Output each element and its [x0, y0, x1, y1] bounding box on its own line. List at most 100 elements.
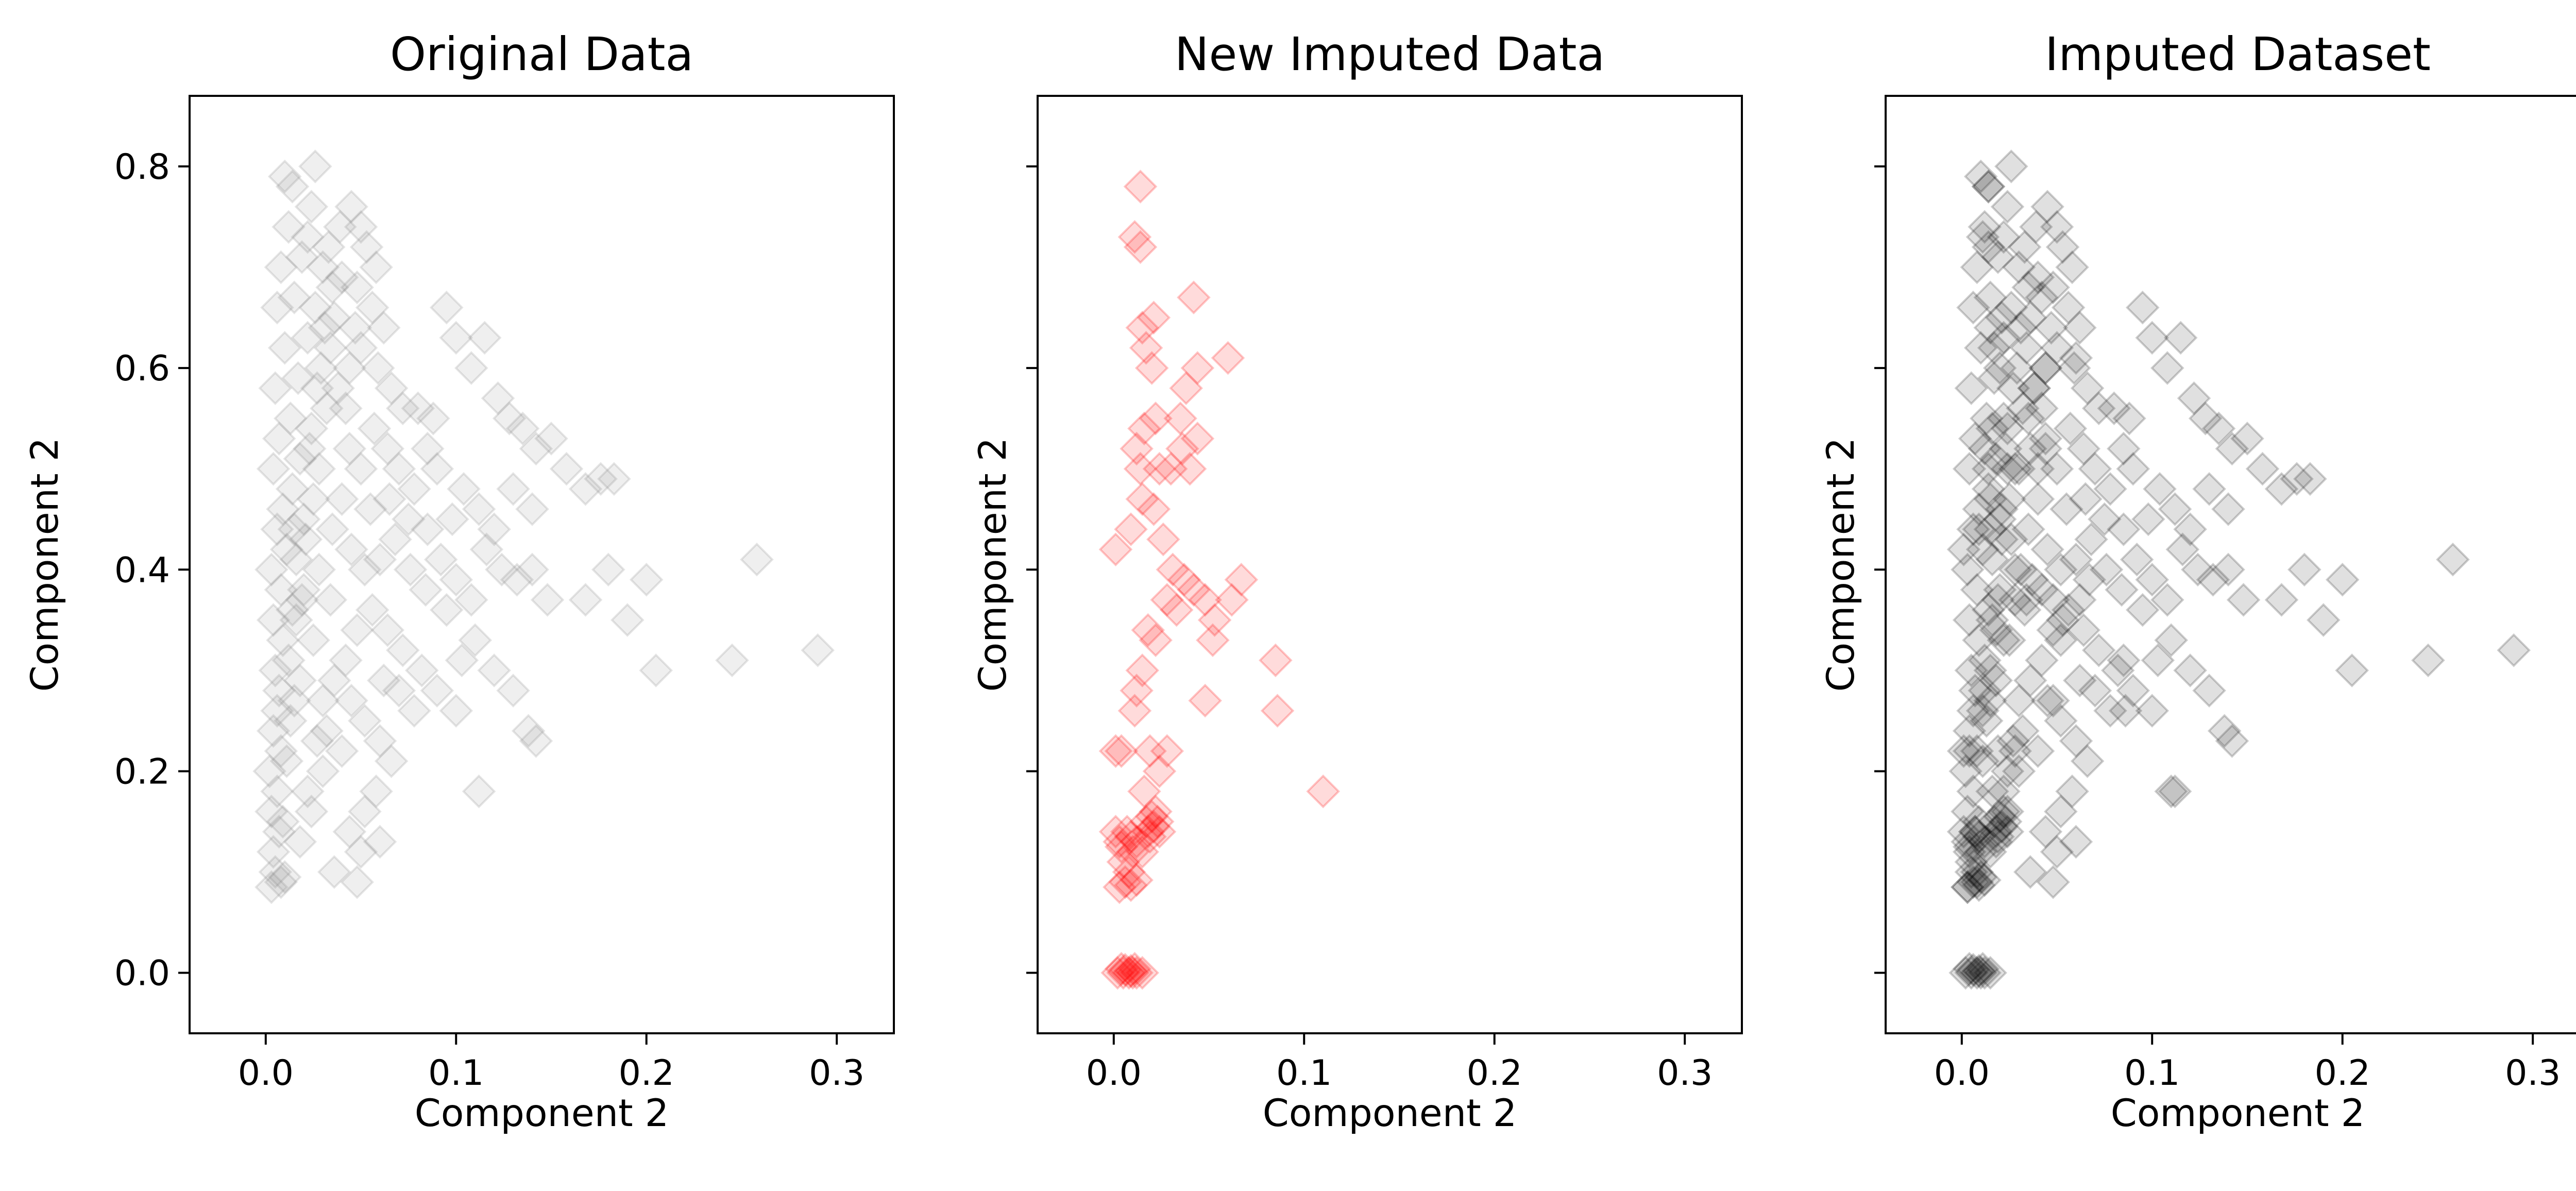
scatter-point-s0-118 — [515, 552, 549, 587]
scatter-point-s1-53 — [2108, 694, 2143, 728]
scatter-point-s0-91 — [2192, 472, 2226, 506]
scatter-point-s0-162 — [1987, 774, 2021, 809]
scatter-point-s0-119 — [2226, 583, 2261, 617]
scatter-point-s0-63 — [1994, 149, 2028, 183]
scatter-point-s1-74 — [2059, 341, 2093, 375]
scatter-point-s0-1 — [1106, 955, 1141, 990]
scatter-point-s0-93 — [462, 492, 496, 526]
scatter-point-s0-168 — [329, 391, 363, 426]
scatter-point-s1-1 — [1954, 955, 1989, 990]
scatter-point-s0-88 — [584, 462, 618, 496]
scatter-point-s1-20 — [1968, 825, 2002, 859]
scatter-point-s0-136 — [404, 653, 439, 687]
scatter-point-s0-8 — [260, 774, 294, 809]
scatter-point-s0-132 — [519, 724, 553, 758]
x-tick-label: 0.2 — [619, 1053, 674, 1094]
scatter-point-s0-94 — [447, 472, 481, 506]
scatter-point-s0-4 — [1952, 835, 1987, 869]
scatter-point-s0-89 — [597, 462, 631, 496]
scatter-point-s0-139 — [2051, 593, 2086, 627]
scatter-point-s0-67 — [1180, 422, 1215, 456]
scatter-point-s0-92 — [477, 512, 511, 546]
scatter-point-s0-149 — [2044, 703, 2078, 738]
scatter-point-s0-40 — [1125, 653, 1160, 687]
scatter-point-s0-159 — [2002, 754, 2036, 789]
scatter-point-s0-51 — [317, 300, 351, 335]
scatter-point-s1-19 — [1946, 814, 1981, 849]
scatter-point-s0-49 — [1215, 583, 1249, 617]
scatter-point-s0-121 — [591, 552, 625, 587]
scatter-point-s0-143 — [2002, 683, 2036, 718]
scatter-point-s1-16 — [1963, 835, 1998, 869]
scatter-point-s1-59 — [1985, 492, 2019, 526]
y-axis-ticks — [1026, 165, 1038, 974]
scatter-point-s0-1 — [264, 865, 298, 899]
scatter-point-s0-124 — [2306, 603, 2341, 637]
scatter-point-s0-66 — [2045, 230, 2080, 264]
scatter-point-s0-25 — [1951, 552, 1985, 587]
scatter-point-s1-38 — [1965, 694, 2000, 728]
scatter-point-s0-144 — [1992, 623, 2026, 658]
scatter-point-s0-3 — [1115, 955, 1150, 990]
scatter-point-s0-120 — [2264, 583, 2299, 617]
scatter-point-s0-181 — [292, 431, 327, 466]
scatter-point-s0-70 — [2063, 311, 2097, 345]
scatter-point-s0-30 — [266, 492, 300, 526]
y-tick-label: 0.8 — [114, 147, 170, 188]
scatter-point-s1-30 — [1987, 794, 2021, 829]
scatter-point-s0-33 — [1952, 451, 1987, 486]
scatter-point-s0-44 — [1963, 331, 1998, 365]
scatter-point-s0-14 — [1112, 855, 1146, 889]
scatter-point-s1-32 — [1975, 774, 2009, 809]
scatter-point-s0-11 — [256, 714, 291, 748]
scatter-point-s0-76 — [2112, 401, 2146, 435]
scatter-point-s1-60 — [1994, 522, 2028, 557]
scatter-point-s0-11 — [1952, 714, 1987, 748]
scatter-point-s0-166 — [300, 371, 334, 406]
scatter-point-s0-26 — [269, 532, 304, 566]
scatter-point-s0-83 — [505, 411, 540, 446]
scatter-point-s0-86 — [549, 451, 584, 486]
scatter-point-s0-126 — [715, 643, 749, 678]
scatter-point-s0-0 — [1951, 870, 1985, 904]
scatter-point-s0-161 — [283, 825, 317, 859]
scatter-point-s0-148 — [2030, 683, 2064, 718]
scatter-point-s0-53 — [1260, 694, 1295, 728]
scatter-point-s0-177 — [367, 663, 401, 698]
scatter-point-s0-107 — [348, 552, 382, 587]
scatter-point-s0-142 — [2013, 663, 2047, 698]
scatter-point-s0-147 — [2009, 583, 2044, 617]
scatter-point-s0-60 — [275, 170, 310, 204]
scatter-point-s0-119 — [530, 583, 565, 617]
scatter-point-s0-19 — [283, 663, 317, 698]
scatter-point-s0-182 — [308, 311, 342, 345]
scatter-point-s0-47 — [2028, 351, 2063, 385]
scatter-point-s1-46 — [2025, 573, 2059, 607]
scatter-point-s0-9 — [1117, 951, 1152, 986]
scatter-point-s0-176 — [2078, 674, 2112, 708]
scatter-point-s0-34 — [1133, 734, 1167, 768]
scatter-point-s0-66 — [1173, 451, 1207, 486]
scatter-point-s0-29 — [1985, 522, 2019, 557]
scatter-point-s0-9 — [252, 754, 287, 789]
chart-title: New Imputed Data — [1175, 27, 1605, 81]
scatter-point-s0-73 — [1180, 351, 1215, 385]
scatter-point-s0-79 — [2150, 351, 2184, 385]
scatter-point-s0-24 — [1131, 814, 1165, 849]
scatter-point-s0-150 — [2059, 724, 2093, 758]
scatter-point-s0-70 — [1139, 401, 1173, 435]
scatter-point-s0-139 — [355, 593, 389, 627]
scatter-point-s1-62 — [1971, 451, 2006, 486]
scatter-point-s1-10 — [1951, 870, 1985, 904]
scatter-point-s0-94 — [2143, 472, 2177, 506]
scatter-point-s0-120 — [568, 583, 603, 617]
scatter-point-s0-51 — [1196, 623, 1230, 658]
scatter-point-s0-108 — [363, 542, 397, 577]
scatter-point-s0-173 — [2125, 593, 2160, 627]
scatter-point-s0-65 — [344, 210, 378, 244]
scatter-point-s1-70 — [1987, 401, 2021, 435]
scatter-point-s0-98 — [2093, 472, 2127, 506]
scatter-point-s1-47 — [2036, 583, 2070, 617]
scatter-point-s0-118 — [2211, 552, 2245, 587]
scatter-point-s0-175 — [397, 694, 431, 728]
